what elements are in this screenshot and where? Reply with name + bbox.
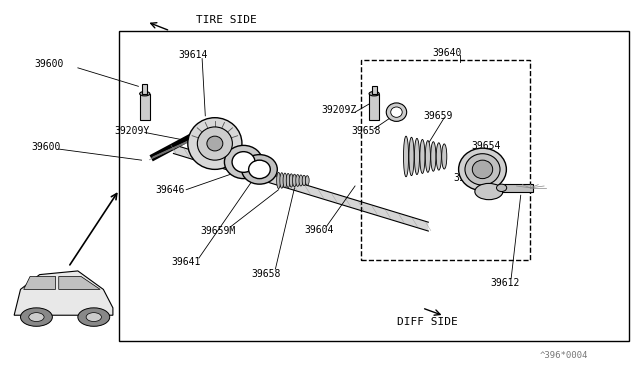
Ellipse shape [280, 173, 284, 188]
Ellipse shape [188, 118, 242, 169]
Circle shape [20, 308, 52, 326]
Ellipse shape [420, 140, 425, 173]
Ellipse shape [387, 103, 406, 121]
Text: 39600: 39600 [35, 59, 64, 69]
Bar [119, 31, 629, 341]
Ellipse shape [276, 172, 280, 189]
Circle shape [78, 308, 109, 326]
Polygon shape [173, 145, 428, 231]
Ellipse shape [286, 173, 290, 187]
Ellipse shape [305, 176, 309, 185]
Ellipse shape [369, 92, 380, 96]
Ellipse shape [292, 174, 296, 187]
Ellipse shape [296, 174, 300, 186]
Bar [142, 84, 147, 94]
Text: 39614: 39614 [178, 50, 207, 60]
Circle shape [29, 312, 44, 321]
Bar [140, 94, 150, 119]
Bar [369, 94, 380, 119]
Polygon shape [24, 276, 56, 289]
Text: TIRE SIDE: TIRE SIDE [196, 15, 257, 25]
Ellipse shape [248, 160, 270, 179]
Text: 39625: 39625 [454, 173, 483, 183]
Ellipse shape [207, 136, 223, 151]
Ellipse shape [442, 144, 447, 169]
Text: 39659M: 39659M [200, 226, 236, 236]
Polygon shape [14, 271, 113, 315]
Text: 39646: 39646 [156, 185, 185, 195]
Bar [362, 61, 531, 260]
Ellipse shape [232, 152, 255, 172]
Text: 39658: 39658 [251, 269, 280, 279]
Text: 39612: 39612 [490, 278, 520, 288]
Circle shape [475, 183, 503, 200]
Text: 39209Z: 39209Z [321, 105, 356, 115]
Bar [502, 184, 534, 192]
Ellipse shape [426, 141, 431, 172]
Ellipse shape [414, 138, 419, 174]
Text: 39209Y: 39209Y [115, 126, 150, 137]
Ellipse shape [472, 160, 493, 179]
Ellipse shape [197, 127, 232, 160]
Text: ^396*0004: ^396*0004 [540, 351, 588, 360]
Ellipse shape [391, 107, 402, 117]
Ellipse shape [403, 136, 408, 177]
Text: 39600: 39600 [31, 142, 61, 152]
Text: 39659: 39659 [423, 111, 452, 121]
Ellipse shape [242, 155, 277, 184]
Ellipse shape [302, 175, 306, 186]
Ellipse shape [409, 137, 414, 176]
Text: 39658: 39658 [351, 126, 381, 136]
Bar [372, 86, 377, 94]
Ellipse shape [465, 154, 500, 185]
Ellipse shape [289, 174, 293, 187]
Ellipse shape [436, 143, 442, 170]
Text: DIFF SIDE: DIFF SIDE [397, 317, 458, 327]
Ellipse shape [299, 175, 303, 186]
Ellipse shape [459, 148, 506, 190]
Ellipse shape [140, 92, 150, 96]
Ellipse shape [497, 184, 507, 192]
Polygon shape [59, 276, 100, 289]
Ellipse shape [431, 142, 436, 171]
Ellipse shape [283, 173, 287, 188]
Text: 39604: 39604 [304, 225, 333, 235]
Text: 39654: 39654 [471, 141, 500, 151]
Text: 39641: 39641 [172, 257, 201, 267]
Circle shape [86, 312, 101, 321]
Ellipse shape [225, 145, 262, 179]
Text: 39640: 39640 [433, 48, 462, 58]
